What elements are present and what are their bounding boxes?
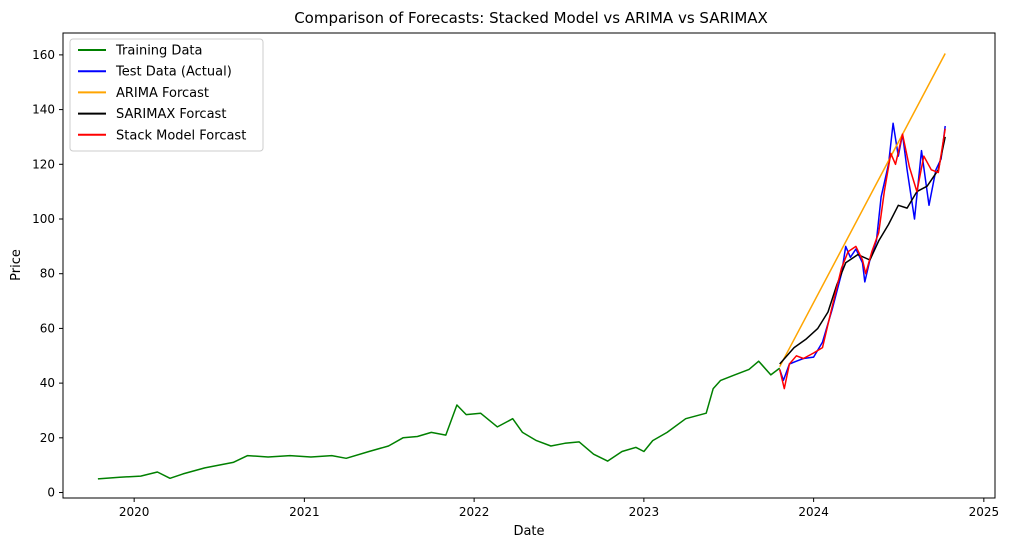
y-tick-label: 60 bbox=[40, 321, 55, 335]
x-tick-label: 2025 bbox=[969, 505, 1000, 519]
x-axis-label: Date bbox=[513, 524, 544, 539]
series-line-0 bbox=[97, 360, 781, 480]
x-tick-label: 2021 bbox=[289, 505, 320, 519]
y-tick-label: 160 bbox=[32, 48, 55, 62]
x-tick-label: 2022 bbox=[459, 505, 490, 519]
legend-label: ARIMA Forcast bbox=[116, 86, 209, 101]
x-tick-label: 2024 bbox=[798, 505, 829, 519]
y-tick-label: 120 bbox=[32, 157, 55, 171]
y-tick-label: 80 bbox=[40, 267, 55, 281]
axis-layer: 2020 2021 2022 2023 2024 2025 0 20 40 60 80 100 120 1… bbox=[32, 48, 999, 519]
y-axis-label: Price bbox=[9, 249, 24, 281]
series-line-2 bbox=[779, 53, 946, 368]
y-tick-label: 40 bbox=[40, 376, 55, 390]
y-tick-label: 140 bbox=[32, 103, 55, 117]
legend: Training Data Test Data (Actual) ARIMA For… bbox=[69, 38, 264, 152]
legend-box bbox=[69, 38, 264, 152]
chart-title: Comparison of Forecasts: Stacked Model v… bbox=[294, 9, 768, 27]
x-tick-label: 2023 bbox=[629, 505, 660, 519]
y-tick-label: 100 bbox=[32, 212, 55, 226]
y-tick-label: 0 bbox=[47, 486, 55, 500]
plot-area-frame bbox=[62, 32, 996, 499]
legend-label: SARIMAX Forcast bbox=[116, 107, 226, 122]
legend-label: Test Data (Actual) bbox=[115, 65, 232, 80]
series-line-4 bbox=[778, 128, 946, 390]
y-tick-label: 20 bbox=[40, 431, 55, 445]
series-layer bbox=[97, 53, 946, 480]
x-tick-label: 2020 bbox=[119, 505, 150, 519]
legend-label: Stack Model Forcast bbox=[116, 128, 246, 143]
legend-label: Training Data bbox=[115, 44, 202, 59]
